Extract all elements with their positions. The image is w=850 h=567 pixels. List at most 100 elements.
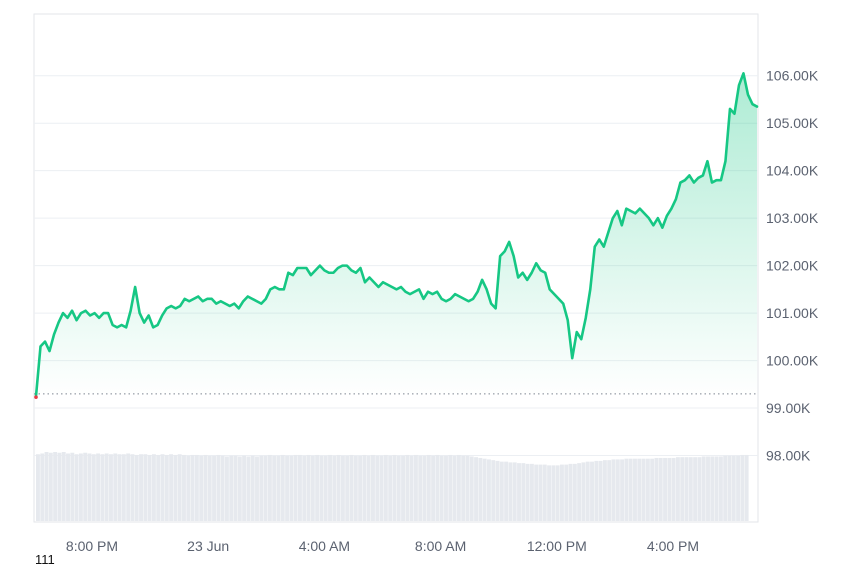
volume-bar bbox=[714, 456, 719, 521]
volume-bar bbox=[701, 456, 706, 521]
volume-bar bbox=[259, 455, 264, 521]
volume-bar bbox=[100, 454, 105, 521]
x-tick-label: 8:00 AM bbox=[415, 538, 466, 554]
volume-bar bbox=[577, 463, 582, 521]
volume-bar bbox=[78, 453, 83, 521]
volume-bar bbox=[298, 454, 302, 521]
volume-bar bbox=[379, 455, 384, 521]
volume-bar bbox=[585, 461, 590, 521]
volume-bar bbox=[551, 465, 556, 521]
volume-bar bbox=[302, 455, 307, 521]
volume-bar bbox=[671, 457, 676, 521]
volume-bar bbox=[555, 465, 560, 521]
volume-bar bbox=[194, 454, 199, 521]
x-tick-label: 23 Jun bbox=[187, 538, 229, 554]
y-axis-labels: 98.00K 99.00K 100.00K 101.00K 102.00K 103.00K… bbox=[766, 68, 819, 464]
volume-bar bbox=[409, 455, 414, 521]
volume-bar bbox=[435, 454, 440, 521]
volume-bar bbox=[560, 464, 564, 521]
volume-bar bbox=[83, 452, 88, 521]
volume-bar bbox=[422, 455, 427, 521]
volume-bar bbox=[319, 455, 324, 521]
volume-bar bbox=[401, 455, 405, 521]
volume-bar bbox=[323, 455, 328, 521]
volume-bar bbox=[160, 454, 165, 521]
volume-bar bbox=[723, 455, 728, 521]
volume-bar bbox=[581, 462, 586, 521]
volume-bar bbox=[594, 460, 599, 521]
volume-bar bbox=[508, 462, 513, 521]
volume-bar bbox=[396, 455, 401, 521]
y-tick-label: 106.00K bbox=[766, 68, 819, 84]
volume-bar bbox=[474, 457, 479, 521]
volume-bar bbox=[680, 457, 685, 521]
price-line bbox=[34, 72, 759, 398]
volume-bar bbox=[426, 454, 431, 521]
volume-bar bbox=[547, 465, 552, 521]
volume-bar bbox=[289, 455, 294, 521]
volume-bar bbox=[706, 456, 710, 521]
volume-bar bbox=[280, 454, 285, 521]
volume-bar bbox=[229, 455, 234, 521]
volume-bar bbox=[504, 461, 509, 521]
x-tick-label: 4:00 AM bbox=[299, 538, 350, 554]
x-tick-label: 12:00 PM bbox=[527, 538, 587, 554]
volume-bar bbox=[113, 453, 118, 521]
volume-bar bbox=[366, 455, 371, 521]
volume-bar bbox=[478, 457, 483, 521]
volume-bar bbox=[96, 453, 101, 521]
volume-bar bbox=[336, 454, 341, 521]
volume-bar bbox=[693, 457, 698, 521]
volume-bar bbox=[392, 454, 397, 521]
volume-bar bbox=[164, 454, 169, 521]
volume-bar bbox=[688, 457, 693, 521]
volume-bar bbox=[134, 454, 139, 521]
volume-bar bbox=[177, 454, 182, 521]
volume-bar bbox=[263, 455, 268, 521]
start-marker bbox=[34, 395, 38, 399]
volume-bar bbox=[529, 463, 534, 521]
volume-bar bbox=[534, 464, 539, 521]
volume-bar bbox=[645, 458, 650, 521]
volume-bar bbox=[418, 455, 423, 521]
volume-bar bbox=[383, 454, 388, 521]
volume-bar bbox=[658, 457, 663, 521]
volume-bar bbox=[486, 459, 491, 521]
volume-bar bbox=[242, 455, 247, 521]
volume-bar bbox=[465, 455, 470, 521]
volume-bar bbox=[220, 455, 225, 521]
volume-bar bbox=[495, 460, 500, 521]
volume-bar bbox=[87, 453, 92, 521]
volume-bar bbox=[538, 464, 543, 521]
volume-bar bbox=[66, 453, 70, 521]
y-tick-label: 100.00K bbox=[766, 353, 819, 369]
volume-bar bbox=[542, 464, 547, 521]
volume-bar bbox=[413, 454, 418, 521]
volume-bar bbox=[624, 458, 629, 521]
volume-bar bbox=[224, 456, 229, 521]
volume-bar bbox=[358, 455, 363, 521]
volume-bar bbox=[736, 455, 741, 521]
volume-bar bbox=[276, 455, 281, 521]
volume-bar bbox=[637, 458, 642, 521]
volume-bar bbox=[521, 463, 526, 521]
volume-bar bbox=[117, 454, 122, 521]
volume-bar bbox=[182, 454, 186, 521]
volume-bar bbox=[615, 459, 620, 521]
volume-bar bbox=[199, 455, 204, 521]
volume-bar bbox=[74, 454, 79, 521]
volume-bar bbox=[285, 455, 290, 521]
volume-bar bbox=[388, 455, 393, 521]
volume-bar bbox=[173, 454, 178, 521]
volume-bar bbox=[590, 461, 594, 521]
volume-bar bbox=[203, 454, 208, 521]
volume-bar bbox=[731, 455, 736, 521]
volume-bar bbox=[310, 455, 315, 521]
volume-bar bbox=[91, 454, 96, 521]
volume-bar bbox=[598, 460, 603, 521]
volume-bar bbox=[109, 454, 113, 521]
volume-bar bbox=[121, 454, 126, 521]
volume-bar bbox=[246, 456, 251, 521]
volume-bar bbox=[512, 462, 517, 521]
